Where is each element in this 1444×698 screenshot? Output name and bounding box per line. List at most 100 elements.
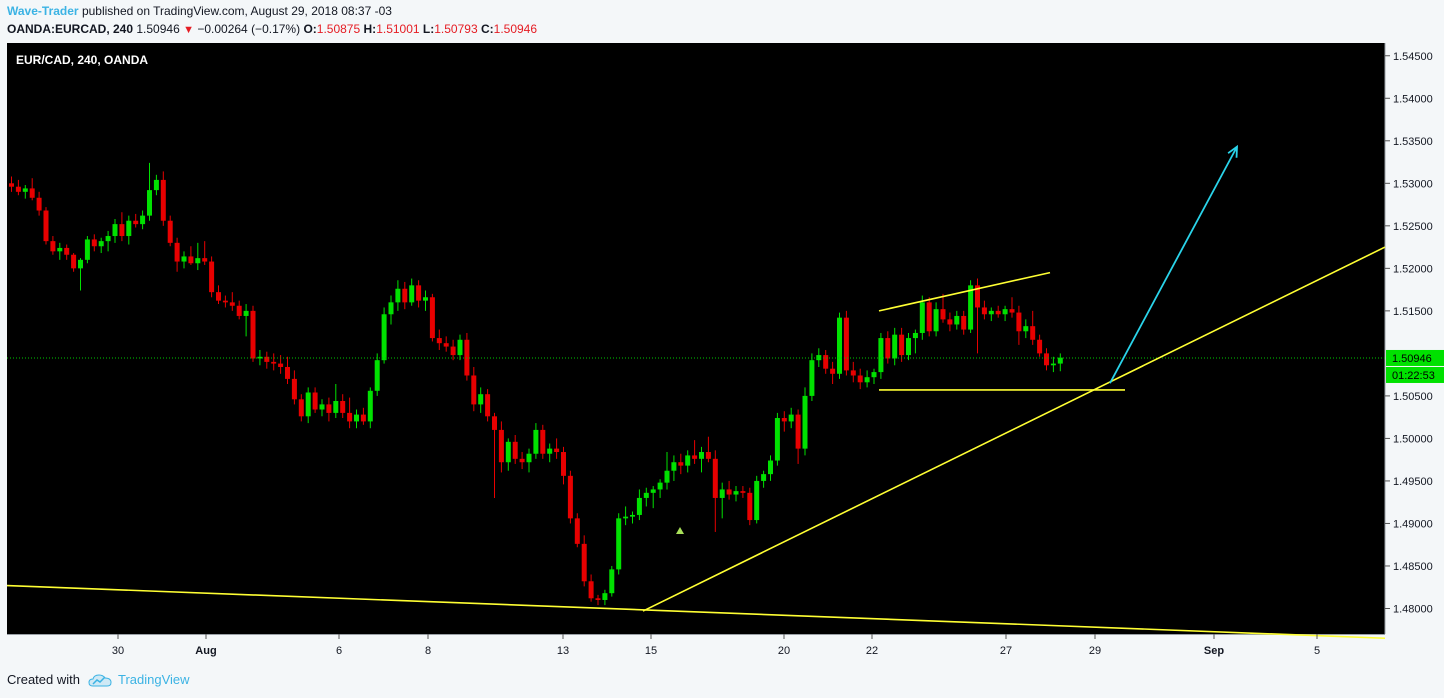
candle-body xyxy=(188,256,194,264)
price-tick-label: 1.49000 xyxy=(1393,518,1433,530)
candle-body xyxy=(1030,326,1036,340)
candle-body xyxy=(975,285,980,308)
candle-body xyxy=(409,285,415,303)
candle-body xyxy=(140,215,146,225)
candle-body xyxy=(195,258,201,264)
projection-arrow-head xyxy=(1227,144,1238,158)
candle-body xyxy=(561,452,566,476)
candle-body xyxy=(381,314,387,361)
candle-body xyxy=(457,339,463,356)
candle-body xyxy=(36,197,42,211)
published-text: published on TradingView.com, August 29,… xyxy=(81,4,392,18)
candle-body xyxy=(671,462,677,471)
time-tick-label: 22 xyxy=(866,645,878,657)
candle-body xyxy=(609,569,615,594)
candle-body xyxy=(926,302,932,332)
candle-body xyxy=(892,334,898,359)
tradingview-cloud-icon xyxy=(88,673,112,686)
candle-body xyxy=(498,429,504,463)
price-tick-label: 1.48000 xyxy=(1393,603,1433,615)
candle-body xyxy=(91,239,97,247)
candle-body xyxy=(899,334,905,356)
candle-body xyxy=(995,310,1001,315)
candle-body xyxy=(285,366,290,379)
chart-area[interactable]: 1.54500 1.54000 1.53500 1.53000 1.52500 1.520… xyxy=(7,43,1444,661)
time-ticks: 30 Aug 6 8 13 15 20 22 27 29 Sep 5 xyxy=(112,634,1320,657)
candle-body xyxy=(291,378,297,400)
candle-body xyxy=(657,482,663,490)
candle-body xyxy=(153,179,159,191)
candle-body xyxy=(981,307,987,315)
close-value: 1.50946 xyxy=(493,22,538,36)
candle-body xyxy=(616,518,622,570)
candle-body xyxy=(699,452,704,459)
candle-body xyxy=(271,361,277,364)
candle-body xyxy=(988,310,994,315)
candle-body xyxy=(595,598,601,600)
high-value: 1.51001 xyxy=(376,22,420,36)
price-tick-label: 1.50500 xyxy=(1393,391,1433,403)
candle-body xyxy=(512,441,518,459)
candle-body xyxy=(347,412,353,422)
candle-body xyxy=(29,188,35,198)
candle-body xyxy=(712,458,718,498)
signal-marker xyxy=(676,527,684,534)
close-label: C: xyxy=(480,22,494,36)
change-value: −0.00264 (−0.17%) xyxy=(197,22,301,36)
candle-body xyxy=(781,418,787,422)
candle-body xyxy=(360,414,366,422)
candle-body xyxy=(664,470,670,483)
tradingview-link[interactable]: TradingView xyxy=(117,672,190,687)
candle-body xyxy=(416,285,422,301)
candle-body xyxy=(954,315,960,325)
candle-body xyxy=(50,241,56,252)
candle-body xyxy=(588,581,594,599)
time-tick-label: 15 xyxy=(645,645,657,657)
candle-body xyxy=(1050,363,1056,366)
footer: Created with TradingView xyxy=(7,672,190,687)
open-value: 1.50875 xyxy=(316,22,361,36)
time-axis[interactable] xyxy=(7,634,1385,661)
author-link[interactable]: Wave-Trader xyxy=(7,4,79,18)
candle-body xyxy=(650,489,656,493)
time-tick-label: Sep xyxy=(1204,645,1224,657)
candle-body xyxy=(112,224,118,237)
price-tick-label: 1.52000 xyxy=(1393,263,1433,275)
candle-body xyxy=(602,593,608,600)
candle-body xyxy=(837,317,842,374)
candle-body xyxy=(443,343,449,347)
candle-body xyxy=(98,241,104,247)
candle-body xyxy=(768,460,773,475)
price-tick-label: 1.51500 xyxy=(1393,306,1433,318)
candle-body xyxy=(9,183,14,187)
down-arrow-icon: ▼ xyxy=(183,24,194,36)
candle-body xyxy=(119,224,125,237)
time-tick-label: 20 xyxy=(778,645,790,657)
price-tick-label: 1.54500 xyxy=(1393,51,1433,63)
candle-body xyxy=(636,497,642,515)
candle-body xyxy=(823,355,829,369)
candle-body xyxy=(492,416,497,430)
candle-body xyxy=(802,395,808,449)
candlestick-chart[interactable]: 1.54500 1.54000 1.53500 1.53000 1.52500 1.520… xyxy=(7,43,1444,661)
candle-body xyxy=(685,455,691,466)
candle-body xyxy=(1009,309,1015,313)
candle-body xyxy=(567,475,573,519)
candle-body xyxy=(581,543,587,582)
candle-body xyxy=(326,404,332,413)
candle-body xyxy=(402,288,408,303)
candle-body xyxy=(15,186,21,192)
candle-body xyxy=(1023,326,1029,332)
candle-body xyxy=(554,448,560,453)
countdown-label: 01:22:53 xyxy=(1392,370,1435,382)
candle-body xyxy=(395,288,401,303)
candle-body xyxy=(692,455,698,459)
candle-body xyxy=(774,418,780,461)
candle-body xyxy=(630,514,635,517)
candle-body xyxy=(278,363,284,367)
candle-body xyxy=(167,220,173,243)
candle-body xyxy=(643,492,649,498)
candle-body xyxy=(919,302,925,333)
candle-body xyxy=(540,429,546,454)
last-price-tag-label: 1.50946 xyxy=(1392,353,1432,365)
